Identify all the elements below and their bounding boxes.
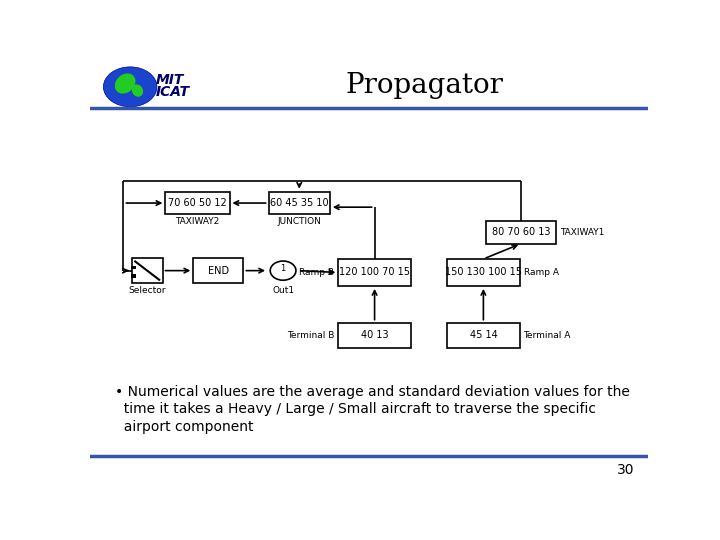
Text: Terminal A: Terminal A [523, 330, 571, 340]
Circle shape [270, 261, 296, 280]
Bar [447, 322, 520, 348]
Text: 30: 30 [616, 463, 634, 477]
Text: 80 70 60 13: 80 70 60 13 [492, 227, 550, 237]
Text: MIT: MIT [156, 73, 184, 87]
Ellipse shape [132, 84, 143, 97]
Text: 40 13: 40 13 [361, 330, 388, 340]
Text: Out1: Out1 [272, 286, 294, 295]
Bar [486, 221, 556, 244]
Text: 70 60 50 12: 70 60 50 12 [168, 198, 227, 208]
Text: 60 45 35 10: 60 45 35 10 [270, 198, 328, 208]
Bar [338, 322, 411, 348]
Text: 150 130 100 15: 150 130 100 15 [445, 267, 522, 278]
Text: Propagator: Propagator [346, 72, 504, 99]
Bar [447, 259, 520, 286]
Bar [193, 258, 243, 283]
Circle shape [104, 67, 157, 107]
Text: JUNCTION: JUNCTION [277, 218, 321, 226]
Text: Terminal B: Terminal B [287, 330, 334, 340]
Bar [131, 266, 136, 269]
Text: 1: 1 [281, 264, 286, 273]
Text: Ramp A: Ramp A [523, 268, 559, 277]
Text: END: END [208, 266, 229, 275]
Bar [269, 192, 330, 214]
Ellipse shape [114, 73, 135, 93]
Text: time it takes a Heavy / Large / Small aircraft to traverse the specific: time it takes a Heavy / Large / Small ai… [115, 402, 596, 416]
Bar [132, 258, 163, 283]
Text: ICAT: ICAT [156, 85, 190, 99]
Bar [131, 274, 136, 278]
Bar [166, 192, 230, 214]
Text: 120 100 70 15: 120 100 70 15 [339, 267, 410, 278]
Text: TAXIWAY2: TAXIWAY2 [175, 218, 220, 226]
Bar [338, 259, 411, 286]
Text: 45 14: 45 14 [469, 330, 498, 340]
Text: airport component: airport component [115, 420, 253, 434]
Text: Selector: Selector [128, 286, 166, 295]
Text: • Numerical values are the average and standard deviation values for the: • Numerical values are the average and s… [115, 385, 630, 399]
Text: TAXIWAY1: TAXIWAY1 [560, 228, 604, 237]
Text: Ramp B: Ramp B [300, 268, 334, 277]
